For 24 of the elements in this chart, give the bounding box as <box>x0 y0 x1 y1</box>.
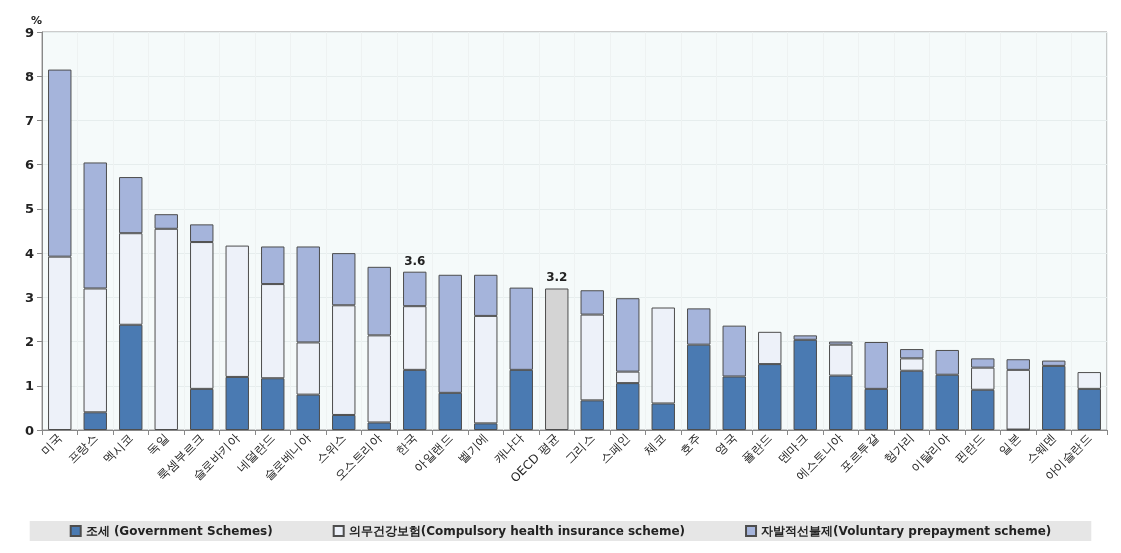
x-tick-label: 미국 <box>37 431 65 458</box>
y-tick-label: 8 <box>24 68 34 84</box>
x-tick-label: 호주 <box>676 431 704 458</box>
x-tick-label: 체코 <box>641 431 669 458</box>
y-axis-title: % <box>30 13 42 27</box>
y-tick-label: 2 <box>24 334 34 350</box>
y-tick-label: 0 <box>24 422 34 438</box>
bar <box>793 339 817 430</box>
y-tick-label: 4 <box>24 245 34 261</box>
y-tick-label: 7 <box>24 112 34 128</box>
y-tick-label: 3 <box>24 289 34 305</box>
total-label: 3.6 <box>404 253 426 268</box>
legend-label: 조세 (Government Schemes) <box>85 524 273 538</box>
x-tick-label: 일본 <box>996 431 1024 458</box>
total-label: 3.2 <box>546 270 568 285</box>
bar <box>545 288 569 430</box>
y-tick-label: 9 <box>24 24 34 40</box>
y-tick-label: 5 <box>24 201 34 217</box>
y-tick-label: 6 <box>24 157 34 173</box>
legend-label: 의무건강보험(Compulsory health insurance scheme) <box>348 524 686 538</box>
legend-label: 자발적선불제(Voluntary prepayment scheme) <box>761 524 1052 538</box>
y-tick-label: 1 <box>24 378 34 394</box>
x-tick-label: 영국 <box>712 431 740 458</box>
x-tick-label: 한국 <box>392 431 420 458</box>
